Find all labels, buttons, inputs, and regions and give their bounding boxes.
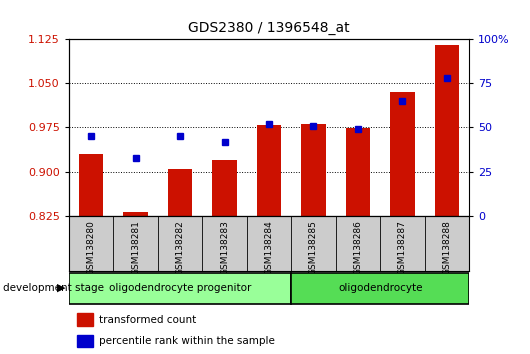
Text: GSM138283: GSM138283 [220,220,229,275]
Text: GSM138285: GSM138285 [309,220,318,275]
Bar [390,92,414,216]
Text: GSM138280: GSM138280 [86,220,95,275]
Text: transformed count: transformed count [99,315,196,325]
Bar [77,313,93,326]
Bar [79,154,103,216]
Text: GSM138287: GSM138287 [398,220,407,275]
Bar [213,160,237,216]
Bar [168,169,192,216]
Bar [123,212,148,216]
Title: GDS2380 / 1396548_at: GDS2380 / 1396548_at [188,21,350,35]
Bar [346,128,370,216]
Text: percentile rank within the sample: percentile rank within the sample [99,336,275,346]
Text: development stage: development stage [3,283,104,293]
Text: GSM138281: GSM138281 [131,220,140,275]
Bar [257,125,281,216]
FancyBboxPatch shape [69,273,291,304]
FancyBboxPatch shape [291,273,469,304]
Text: oligodendrocyte: oligodendrocyte [338,283,422,293]
Text: GSM138284: GSM138284 [264,220,273,275]
Text: GSM138286: GSM138286 [354,220,363,275]
Bar [435,45,459,216]
Text: GSM138288: GSM138288 [443,220,452,275]
Text: ▶: ▶ [57,283,65,293]
Text: GSM138282: GSM138282 [175,220,184,275]
Text: oligodendrocyte progenitor: oligodendrocyte progenitor [109,283,251,293]
Bar [301,125,325,216]
Bar [77,335,93,347]
